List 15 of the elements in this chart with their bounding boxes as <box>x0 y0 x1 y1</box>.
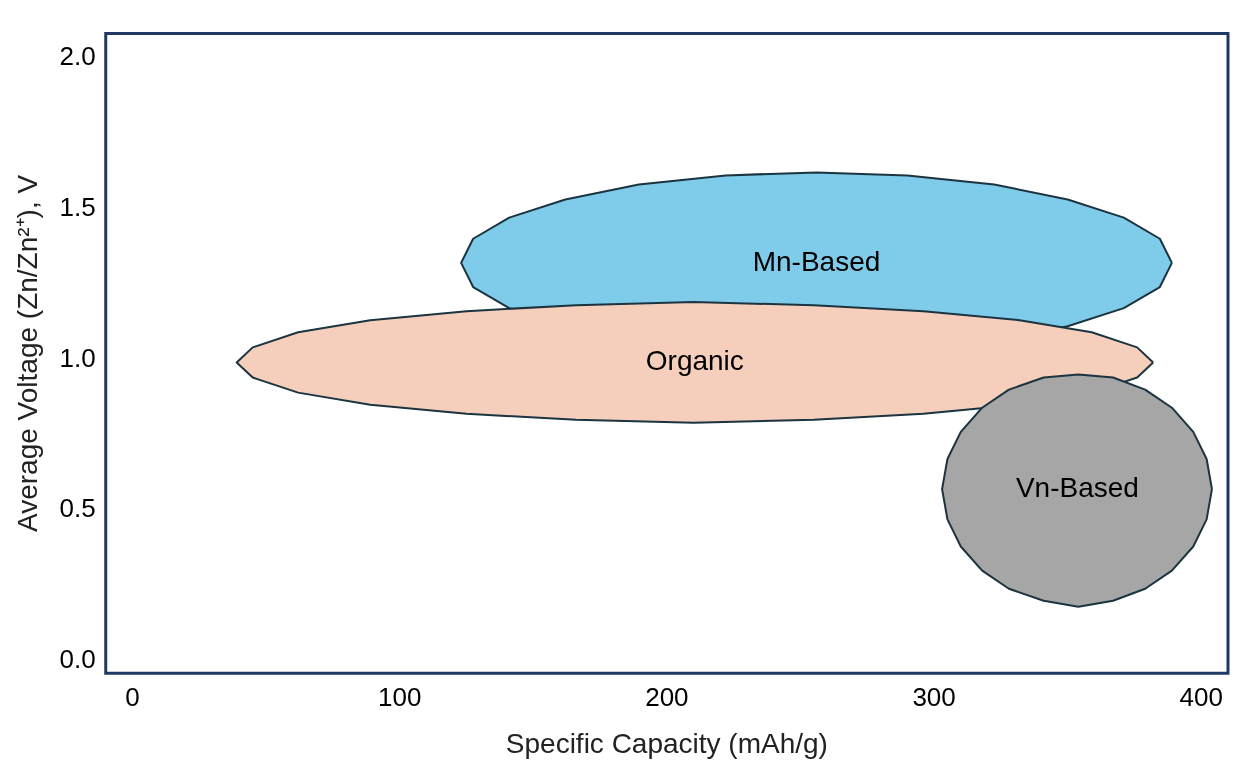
y-tick-label: 1.5 <box>59 191 96 222</box>
y-tick-label: 0.5 <box>59 493 96 524</box>
series-label: Organic <box>645 345 744 377</box>
x-axis-title: Specific Capacity (mAh/g) <box>505 727 828 759</box>
y-tick-label: 0.0 <box>59 644 96 675</box>
x-tick-label: 300 <box>912 681 956 712</box>
x-tick-label: 200 <box>645 681 689 712</box>
y-axis-title: Average Voltage (Zn/Zn²⁺), V <box>11 174 43 532</box>
y-tick-label: 1.0 <box>59 342 96 373</box>
x-tick-label: 0 <box>125 681 140 712</box>
x-tick-label: 100 <box>377 681 422 712</box>
series-label: Vn-Based <box>1015 472 1139 504</box>
x-tick-label: 400 <box>1179 681 1223 712</box>
series-label: Mn-Based <box>752 245 881 277</box>
y-tick-label: 2.0 <box>59 40 96 71</box>
